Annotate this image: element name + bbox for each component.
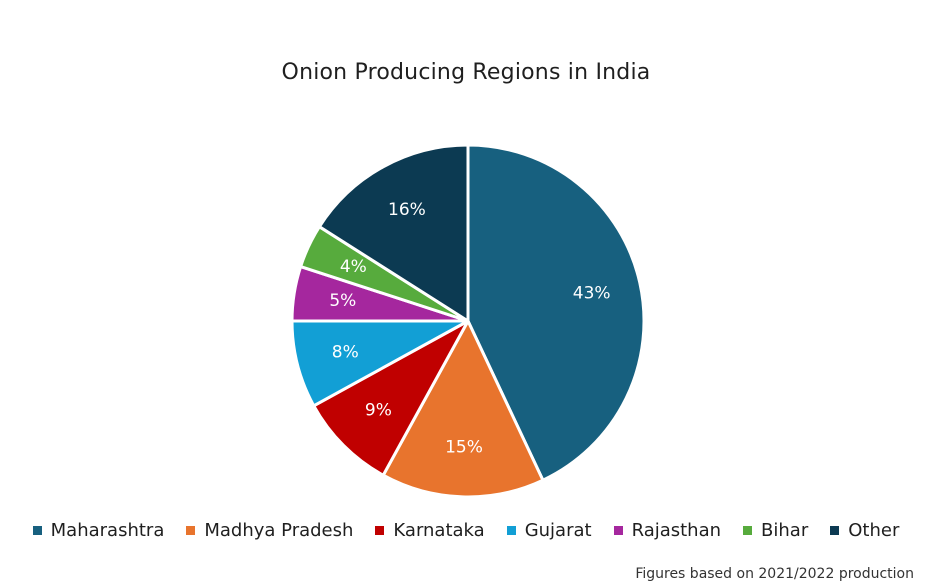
pie-slices xyxy=(290,143,646,499)
legend-item-bihar: Bihar xyxy=(743,520,808,541)
data-label-bihar: 4% xyxy=(340,257,367,277)
legend-label: Maharashtra xyxy=(50,520,165,541)
pie-labels: 43% 15% 9% 8% 5% 4% 16% xyxy=(329,200,610,458)
legend-item-madhya-pradesh: Madhya Pradesh xyxy=(186,520,353,541)
legend-item-rajasthan: Rajasthan xyxy=(613,520,722,541)
pie-slice-karnataka xyxy=(312,319,470,477)
footnote: Figures based on 2021/2022 production xyxy=(635,566,914,582)
pie-slice-gujarat xyxy=(290,319,470,408)
legend-swatch xyxy=(743,526,753,535)
data-label-maharashtra: 43% xyxy=(573,283,611,303)
data-label-madhya-pradesh: 15% xyxy=(445,438,483,458)
pie-slice-madhya-pradesh xyxy=(381,319,545,499)
legend-label: Gujarat xyxy=(524,520,592,541)
legend-label: Rajasthan xyxy=(631,520,722,541)
legend-item-maharashtra: Maharashtra xyxy=(32,520,165,541)
legend-label: Other xyxy=(848,520,900,541)
legend-label: Bihar xyxy=(761,520,809,541)
data-label-karnataka: 9% xyxy=(365,401,392,421)
legend-item-gujarat: Gujarat xyxy=(506,520,592,541)
data-label-other: 16% xyxy=(388,200,426,220)
legend-label: Madhya Pradesh xyxy=(204,520,354,541)
data-label-gujarat: 8% xyxy=(332,343,359,363)
legend-item-karnataka: Karnataka xyxy=(375,520,485,541)
pie-slice-other xyxy=(317,143,470,323)
legend-item-other: Other xyxy=(830,520,899,541)
legend-swatch xyxy=(506,526,516,535)
data-label-rajasthan: 5% xyxy=(329,291,356,311)
legend-swatch xyxy=(32,526,42,535)
legend-label: Karnataka xyxy=(393,520,485,541)
legend-swatch xyxy=(375,526,385,535)
legend: Maharashtra Madhya Pradesh Karnataka Gujara… xyxy=(0,520,932,541)
legend-swatch xyxy=(613,526,623,535)
legend-swatch xyxy=(186,526,196,535)
chart-title: Onion Producing Regions in India xyxy=(281,60,651,85)
legend-swatch xyxy=(830,526,840,535)
pie-slice-maharashtra xyxy=(466,143,646,482)
